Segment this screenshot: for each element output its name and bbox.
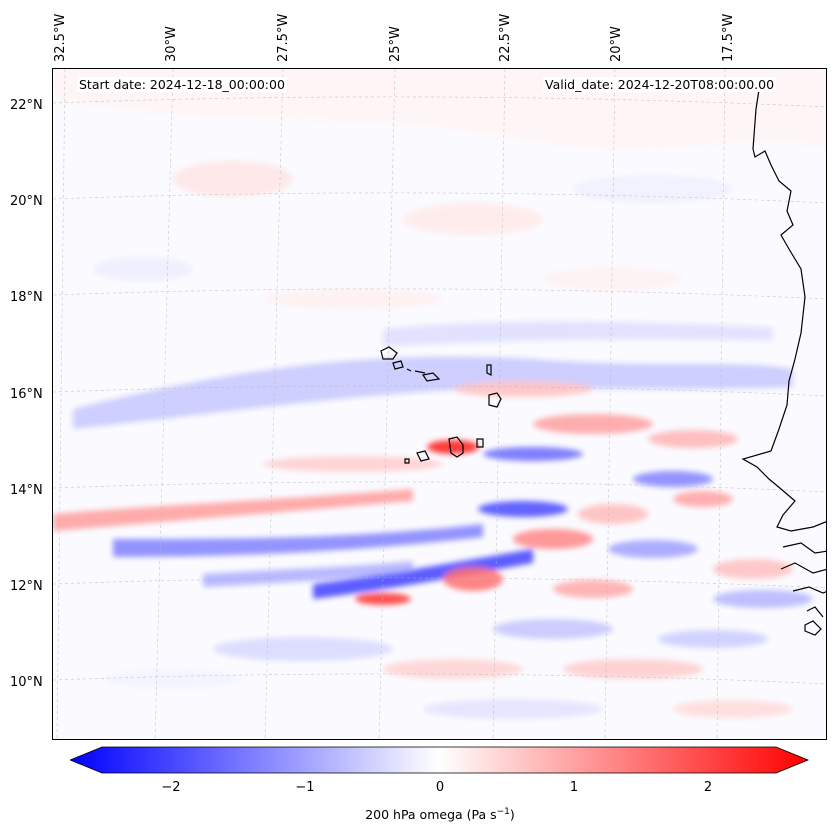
- lat-tick-label: 18°N: [10, 290, 43, 305]
- colorbar-tick: −2: [161, 780, 181, 795]
- lon-tick-label: 22.5°W: [498, 13, 513, 62]
- lon-tick-label: 32.5°W: [53, 13, 68, 62]
- cape-verde-islands: [380, 346, 502, 464]
- lat-tick-label: 12°N: [10, 579, 43, 594]
- colorbar-tick: 2: [703, 780, 713, 795]
- colorbar-tick: 0: [435, 780, 445, 795]
- lon-tick-label: 30°W: [164, 26, 179, 62]
- colorbar-tick: 1: [569, 780, 579, 795]
- start-date-label: Start date: 2024-12-18_00:00:00: [77, 77, 287, 92]
- colorbar-gradient: [70, 746, 810, 774]
- colorbar-label-close: ): [509, 807, 515, 823]
- colorbar: [70, 746, 810, 774]
- lon-tick-label: 25°W: [388, 26, 403, 62]
- lat-tick-label: 16°N: [10, 387, 43, 402]
- lat-tick-label: 22°N: [10, 98, 43, 113]
- lon-tick-label: 17.5°W: [721, 13, 736, 62]
- valid-date-label: Valid_date: 2024-12-20T08:00:00.00: [543, 77, 777, 92]
- coastline: [741, 76, 826, 636]
- colorbar-label-exponent: −1: [496, 807, 510, 817]
- lat-tick-label: 10°N: [10, 675, 43, 690]
- omega-field-map: [53, 69, 826, 739]
- colorbar-label: 200 hPa omega (Pa s−1): [365, 807, 515, 822]
- lon-tick-label: 27.5°W: [276, 13, 291, 62]
- map-panel: [52, 68, 827, 740]
- lat-tick-label: 14°N: [10, 483, 43, 498]
- lon-tick-label: 20°W: [609, 26, 624, 62]
- colorbar-label-main: 200 hPa omega (Pa s: [365, 807, 497, 823]
- lat-tick-label: 20°N: [10, 194, 43, 209]
- colorbar-tick: −1: [295, 780, 315, 795]
- graticule-lines: [53, 69, 826, 739]
